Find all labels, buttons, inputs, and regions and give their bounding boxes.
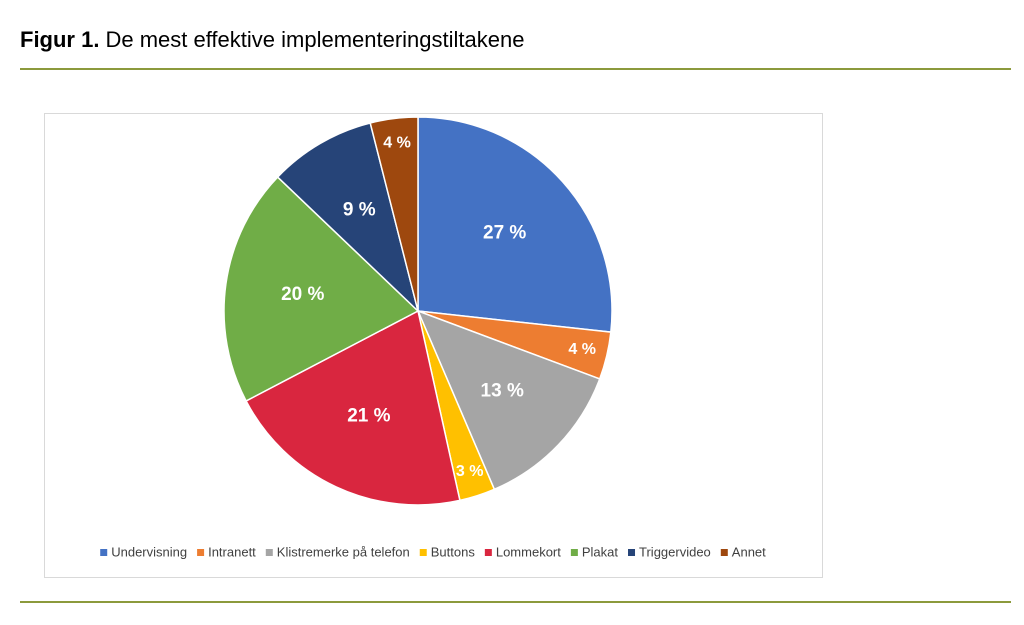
pie-slice <box>416 309 601 491</box>
legend-label: Lommekort <box>496 544 561 559</box>
legend-label: Triggervideo <box>639 544 711 559</box>
pie-slice <box>369 116 419 312</box>
legend-swatch <box>628 549 636 556</box>
legend-swatch <box>570 549 578 556</box>
legend-label: Intranett <box>208 544 256 559</box>
data-label: 4 % <box>568 341 596 358</box>
legend-swatch <box>419 549 427 556</box>
figure-label: Figur 1. <box>20 27 99 52</box>
legend-swatch <box>720 549 728 556</box>
legend-label: Annet <box>732 544 766 559</box>
legend-swatch <box>484 549 492 556</box>
legend-swatch <box>197 549 205 556</box>
data-label: 3 % <box>456 463 484 480</box>
pie-slice <box>417 116 613 333</box>
data-label: 4 % <box>383 135 411 152</box>
pie-slice <box>245 309 461 506</box>
figure-title: Figur 1. De mest effektive implementering… <box>20 27 524 52</box>
data-label: 21 % <box>347 406 390 427</box>
data-label: 27 % <box>483 222 526 243</box>
pie-slice <box>276 122 420 314</box>
legend-label: Undervisning <box>111 544 187 559</box>
data-label: 13 % <box>481 380 524 401</box>
data-label: 9 % <box>343 200 376 221</box>
legend-swatch <box>265 549 273 556</box>
legend-label: Klistremerke på telefon <box>277 544 410 559</box>
legend-swatch <box>100 549 108 556</box>
chart-title: De mest effektive implementeringstiltake… <box>105 27 524 52</box>
data-label: 20 % <box>281 284 324 305</box>
legend-label: Plakat <box>582 544 619 559</box>
pie-slice <box>223 175 420 402</box>
legend-label: Buttons <box>431 544 476 559</box>
